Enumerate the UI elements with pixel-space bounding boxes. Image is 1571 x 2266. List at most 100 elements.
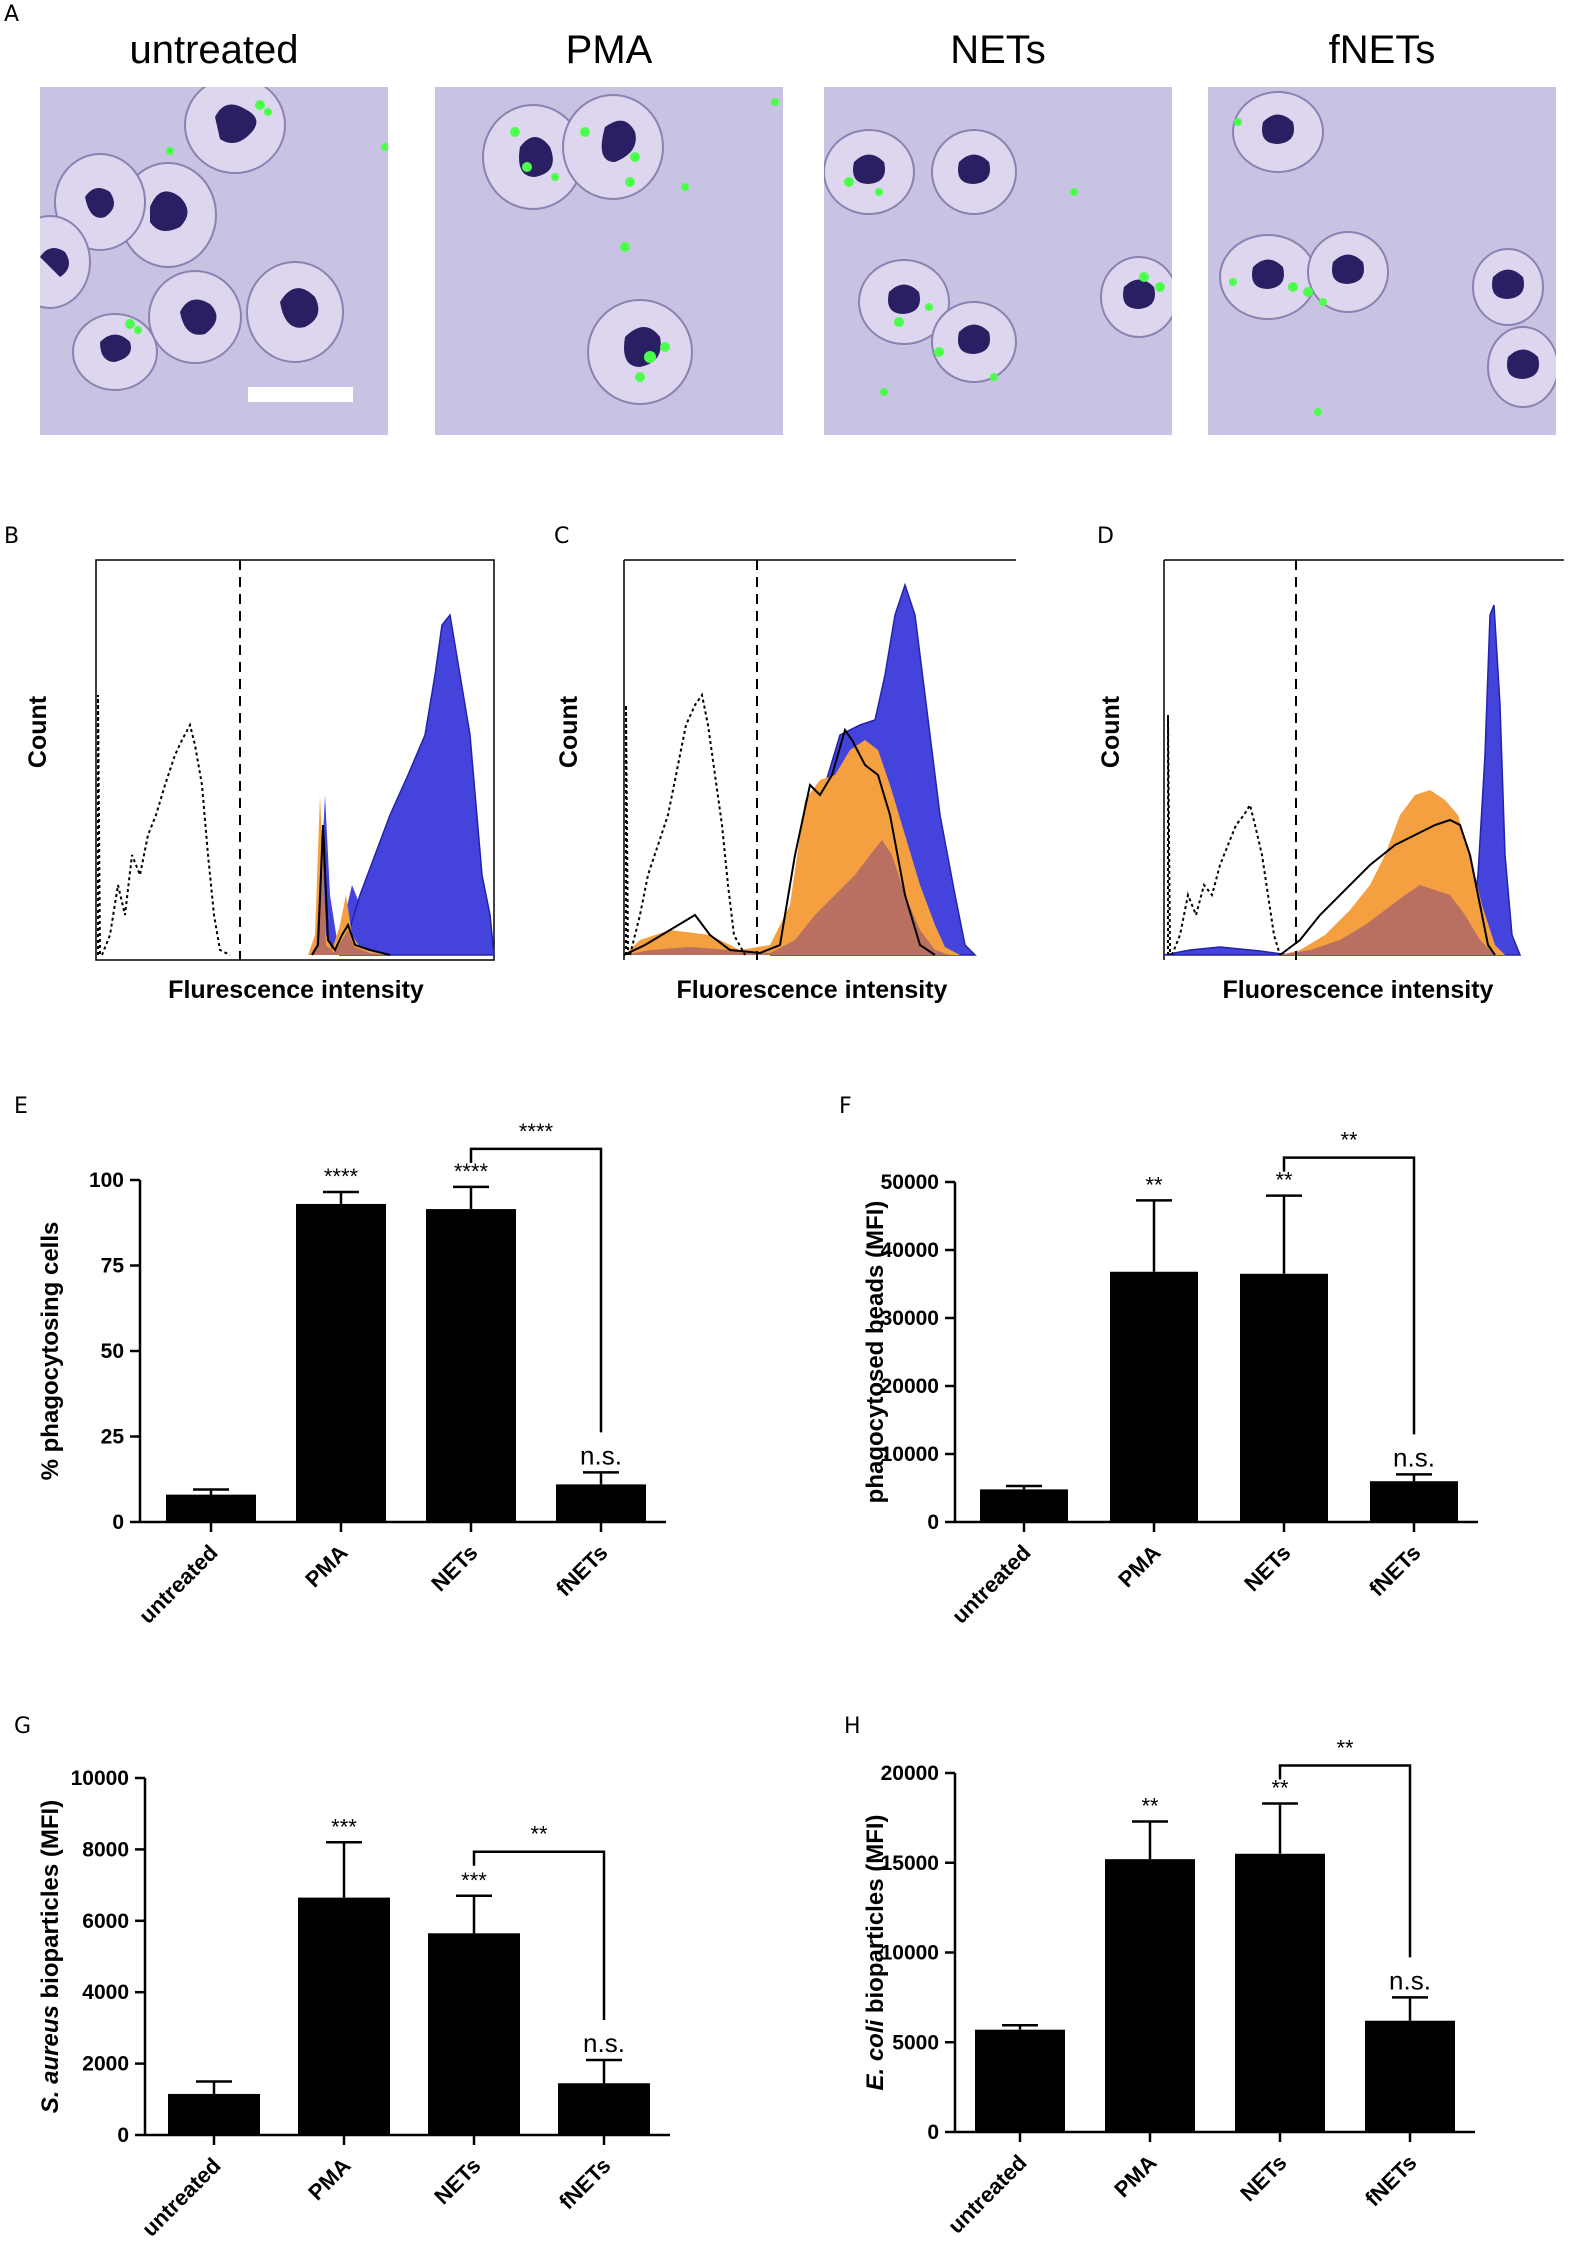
micrograph-title-untreated: untreated [129,28,299,72]
y-axis-label: E. coli bioparticles (MFI) [862,1814,889,2090]
micrograph-title-fnets: fNETs [1328,28,1436,72]
panel-letter-g: G [14,1714,32,1739]
bar-fNETs [558,2083,650,2135]
micrograph-pma-image [482,94,779,405]
panel-letter-f: F [839,1094,852,1119]
significance-NETs: ** [1275,1168,1293,1193]
significance-PMA: ** [1141,1793,1159,1818]
y-tick-label: 30000 [881,1307,939,1330]
bar-PMA [1110,1271,1198,1522]
histogram-b-dotted-control [97,694,231,956]
x-tick-label-PMA: PMA [1109,2150,1161,2202]
histogram-b-orange [308,795,390,955]
micrograph-nets-image [824,129,1172,396]
bar-chart-e: 0 25 50 75 100 % phagocytosing cells untreated… [37,1119,666,1629]
y-axis-label-italic: S. aureus [37,2005,64,2113]
x-tick-label-PMA: PMA [1113,1540,1165,1592]
x-tick-label-untreated: untreated [134,1540,223,1629]
significance-bracket [1282,1156,1416,1435]
bar-NETs [1240,1273,1328,1522]
x-tick-label-NETs: NETs [1235,2150,1291,2206]
micrograph-nets [824,87,1172,435]
histogram-b [95,559,495,961]
x-tick-label-untreated: untreated [943,2150,1032,2239]
histogram-b-black-line [311,824,391,956]
y-axis-label: phagocytosed beads (MFI) [862,1201,889,1504]
significance-PMA: *** [331,1814,357,1839]
histogram-c [623,559,1016,960]
bar-chart-g: 0 2000 4000 6000 8000 10000 S. aureus bioparti… [37,1767,670,2242]
bar-fNETs [1370,1481,1458,1522]
y-tick-label: 100 [89,1169,124,1192]
y-tick-label: 25 [101,1426,125,1449]
y-tick-label: 0 [117,2124,129,2147]
y-tick-label: 20000 [881,1375,939,1398]
bar-untreated [168,2093,260,2135]
histogram-b-blue-peak [338,613,495,956]
histogram-d [1163,559,1564,960]
y-tick-label: 50 [101,1340,124,1363]
histogram-d-xlabel: Fluorescence intensity [1222,976,1494,1004]
histogram-c-ylabel: Count [555,695,583,769]
y-axis-label-rest: bioparticles (MFI) [862,1814,889,2019]
histogram-b-ylabel: Count [24,695,52,769]
y-tick-label: 0 [112,1511,124,1534]
y-axis-label: % phagocytosing cells [37,1222,64,1481]
y-tick-label: 2000 [82,2053,129,2076]
x-tick-label-PMA: PMA [300,1540,352,1592]
micrograph-title-pma: PMA [565,28,653,72]
bar-NETs [1235,1853,1325,2132]
histogram-b-frame [95,559,495,961]
significance-fNETs: n.s. [583,2028,625,2058]
bar-PMA [1105,1859,1195,2132]
x-tick-label-fNETs: fNETs [554,2153,615,2214]
y-tick-label: 8000 [82,1838,129,1861]
bar-fNETs [1365,2020,1455,2132]
micrograph-title-nets: NETs [950,28,1046,72]
histogram-c-brown [624,840,950,955]
significance-bracket [1278,1764,1412,1958]
y-tick-label: 15000 [881,1852,939,1875]
bar-PMA [298,1897,390,2135]
bar-untreated [980,1489,1068,1522]
bar-NETs [426,1209,516,1522]
bracket-label: ** [1340,1128,1358,1153]
x-tick-label-PMA: PMA [303,2153,355,2205]
panel-letter-c: C [554,524,570,549]
bar-chart-f: 0 10000 20000 30000 40000 50000 phagocytosed b… [862,1128,1478,1628]
panel-letter-d: D [1097,524,1114,549]
histogram-b-blue-small [310,795,400,955]
y-tick-label: 6000 [82,1910,129,1933]
x-tick-label-fNETs: fNETs [1360,2150,1421,2211]
y-axis-label-italic: E. coli [862,2019,889,2091]
panel-letter-e: E [14,1094,28,1119]
bar-untreated [166,1494,256,1522]
x-tick-label-NETs: NETs [426,1540,482,1596]
histogram-d-dotted-control [1167,714,1281,956]
y-tick-label: 20000 [881,1762,939,1785]
scale-bar [248,387,353,402]
y-tick-label: 10000 [71,1767,129,1790]
histogram-d-brown [1280,885,1495,955]
x-tick-label-fNETs: fNETs [551,1540,612,1601]
y-tick-label: 0 [927,2121,939,2144]
histogram-d-ylabel: Count [1097,695,1125,769]
bar-chart-h: 0 5000 10000 15000 20000 E. coli bioparticles… [862,1736,1475,2239]
significance-PMA: ** [1145,1172,1163,1197]
micrograph-fnets [1208,87,1556,435]
y-tick-label: 5000 [892,2031,939,2054]
y-tick-label: 75 [101,1255,125,1278]
x-tick-label-NETs: NETs [1239,1540,1295,1596]
micrograph-untreated [40,87,388,435]
significance-NETs: **** [454,1159,489,1184]
bar-untreated [975,2029,1065,2132]
significance-NETs: *** [461,1868,487,1893]
histogram-c-black-line [623,727,936,956]
y-tick-label: 4000 [82,1981,129,2004]
y-tick-label: 0 [927,1511,939,1534]
bar-NETs [428,1933,520,2135]
x-tick-label-untreated: untreated [137,2153,226,2242]
histogram-d-black-line [1279,818,1496,956]
panel-letter-h: H [844,1714,861,1739]
y-axis-label: S. aureus bioparticles (MFI) [37,1800,64,2113]
